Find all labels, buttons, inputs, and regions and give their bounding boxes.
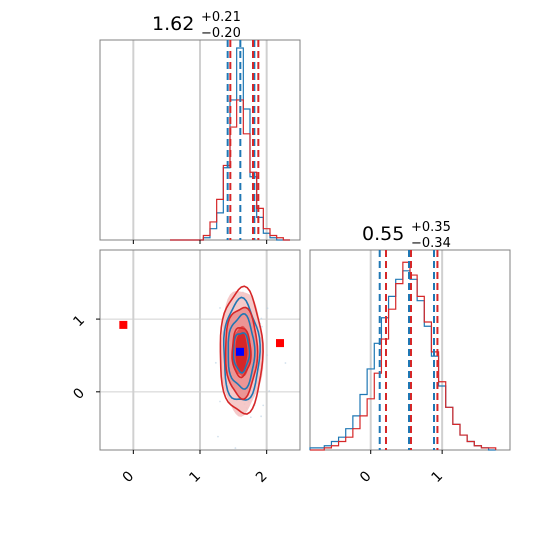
title-param1-value: 1.62	[152, 13, 194, 35]
scatter-point	[219, 400, 221, 403]
x-tick-label: 2	[253, 468, 271, 486]
scatter-point	[268, 390, 271, 392]
title-param1-minus: −0.20	[201, 26, 241, 41]
contour-line-blue	[232, 332, 251, 374]
scatter-point	[266, 307, 269, 310]
title-param1-plus: +0.21	[201, 10, 241, 25]
scatter-point	[214, 361, 217, 364]
scatter-point	[261, 325, 263, 328]
scatter-point	[219, 307, 221, 309]
histogram-red	[310, 261, 497, 451]
marker-point	[119, 320, 128, 329]
scatter-point	[284, 362, 287, 364]
y-tick-label: 0	[70, 385, 88, 403]
contour-line-red	[231, 326, 252, 379]
scatter-point	[260, 415, 263, 418]
scatter-point	[234, 447, 237, 449]
marker-point	[276, 339, 284, 348]
contour-line-red	[224, 306, 259, 401]
x-tick-label: 1	[186, 468, 204, 486]
contour-line-blue	[223, 296, 261, 401]
x-tick-label: 0	[357, 468, 375, 486]
x-tick-label: 0	[120, 468, 138, 486]
marker-point	[236, 347, 244, 356]
title-param2-value: 0.55	[362, 223, 404, 245]
scatter-point	[249, 416, 252, 419]
histogram-blue	[309, 270, 496, 451]
x-tick-label: 1	[429, 468, 447, 486]
title-param2-minus: −0.34	[411, 236, 451, 251]
title-param2-plus: +0.35	[411, 220, 451, 235]
scatter-point	[260, 317, 263, 320]
scatter-point	[266, 354, 268, 357]
contour-line-red	[219, 285, 264, 415]
contour-line-blue	[227, 312, 256, 390]
scatter-point	[262, 404, 265, 407]
histogram-panel-param1	[99, 39, 301, 244]
scatter-panel-2d: 0 1 2 0 1	[70, 249, 301, 486]
y-tick-label: 1	[70, 312, 88, 330]
histogram-red	[170, 99, 290, 241]
scatter-point	[217, 435, 219, 438]
